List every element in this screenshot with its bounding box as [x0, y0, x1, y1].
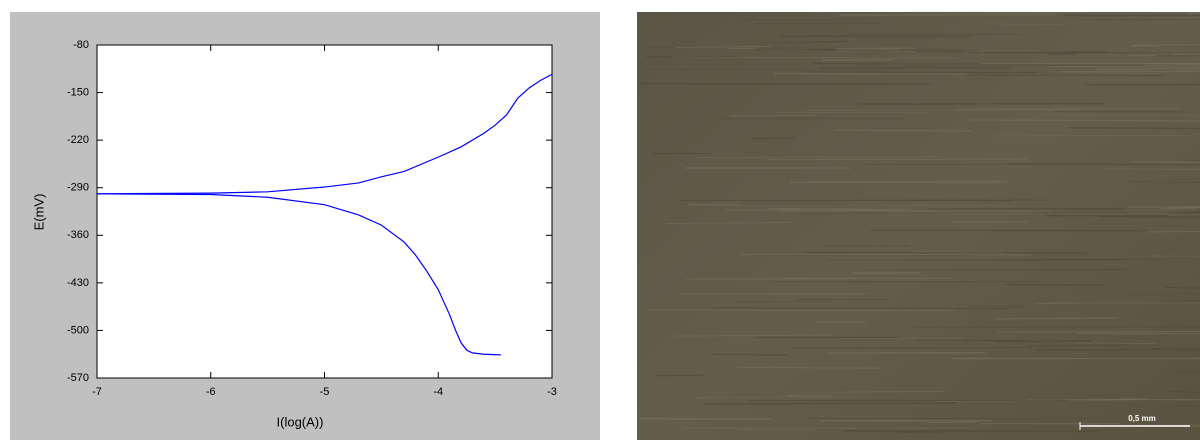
y-tick-label: -360 — [67, 229, 89, 241]
texture-streak — [840, 14, 1056, 15]
texture-streak — [638, 419, 773, 420]
y-tick-label: -570 — [67, 372, 89, 384]
texture-streak — [1143, 63, 1200, 64]
texture-streak — [1035, 349, 1158, 350]
texture-streak — [1168, 212, 1200, 213]
texture-streak — [804, 72, 1037, 73]
texture-streak — [766, 208, 874, 209]
texture-streak — [836, 130, 972, 131]
scale-label: 0,5 mm — [1128, 414, 1156, 423]
y-tick-label: -150 — [67, 86, 89, 98]
texture-streak — [725, 210, 910, 211]
texture-streak — [969, 52, 1107, 53]
texture-streak — [767, 159, 1027, 160]
texture-streak — [703, 403, 956, 404]
texture-streak — [1188, 13, 1200, 14]
x-tick-label: -3 — [547, 386, 557, 398]
texture-streak — [870, 230, 1150, 231]
y-tick-label: -500 — [67, 324, 89, 336]
texture-streak — [1078, 333, 1200, 334]
micrograph-image — [637, 12, 1200, 440]
texture-streak — [639, 84, 931, 85]
texture-streak — [995, 341, 1092, 342]
y-axis-title: E(mV) — [31, 194, 46, 231]
y-tick-label: -80 — [73, 39, 89, 51]
micrograph — [637, 12, 1200, 440]
texture-streak — [1171, 392, 1200, 393]
texture-streak — [774, 73, 968, 74]
texture-streak — [713, 354, 789, 355]
texture-streak — [1088, 399, 1149, 400]
texture-streak — [790, 182, 1007, 183]
texture-streak — [803, 252, 1086, 253]
texture-streak — [997, 318, 1117, 319]
x-tick-label: -4 — [433, 386, 443, 398]
texture-streak — [1069, 128, 1200, 129]
texture-streak — [1099, 217, 1200, 218]
texture-streak — [1166, 287, 1200, 288]
texture-streak — [897, 432, 943, 433]
x-tick-label: -7 — [92, 386, 102, 398]
texture-streak — [1075, 343, 1156, 344]
texture-streak — [1097, 69, 1200, 70]
y-tick-label: -430 — [67, 277, 89, 289]
texture-streak — [1133, 162, 1200, 163]
y-tick-label: -290 — [67, 182, 89, 194]
texture-streak — [927, 422, 978, 423]
texture-streak — [655, 375, 704, 376]
texture-streak — [737, 367, 880, 368]
x-tick-label: -6 — [206, 386, 216, 398]
texture-streak — [712, 308, 1009, 309]
y-tick-label: -220 — [67, 134, 89, 146]
x-tick-label: -5 — [320, 386, 330, 398]
plot-area — [97, 45, 552, 378]
texture-streak — [1128, 207, 1200, 208]
x-axis-title: I(log(A)) — [277, 414, 324, 429]
